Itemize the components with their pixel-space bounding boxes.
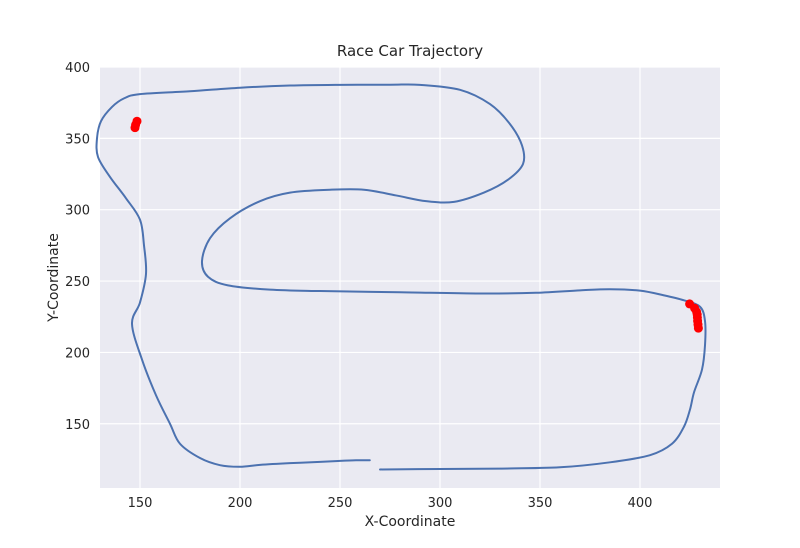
grid-lines xyxy=(100,66,720,488)
y-tick-label: 300 xyxy=(65,204,90,219)
x-tick-label: 200 xyxy=(228,496,253,511)
y-tick-label: 400 xyxy=(65,61,90,76)
trajectory-series xyxy=(95,83,707,471)
marker-points xyxy=(130,116,703,333)
x-tick-label: 300 xyxy=(428,496,453,511)
tick-labels: 150 200 250 300 350 400 150 200 250 300 350 400 xyxy=(65,61,652,511)
y-tick-label: 250 xyxy=(65,275,90,290)
x-tick-label: 150 xyxy=(128,496,153,511)
y-tick-label: 150 xyxy=(65,418,90,433)
marker-point xyxy=(693,323,703,333)
x-axis-label: X-Coordinate xyxy=(365,514,456,530)
plot-background xyxy=(100,67,720,488)
trajectory-line xyxy=(95,83,707,471)
x-tick-label: 400 xyxy=(628,496,653,511)
x-tick-label: 350 xyxy=(528,496,553,511)
x-tick-label: 250 xyxy=(328,496,353,511)
y-axis-label: Y-Coordinate xyxy=(46,233,62,323)
chart-title: Race Car Trajectory xyxy=(337,42,483,60)
marker-point xyxy=(130,123,140,133)
y-tick-label: 200 xyxy=(65,346,90,361)
y-tick-label: 350 xyxy=(65,132,90,147)
